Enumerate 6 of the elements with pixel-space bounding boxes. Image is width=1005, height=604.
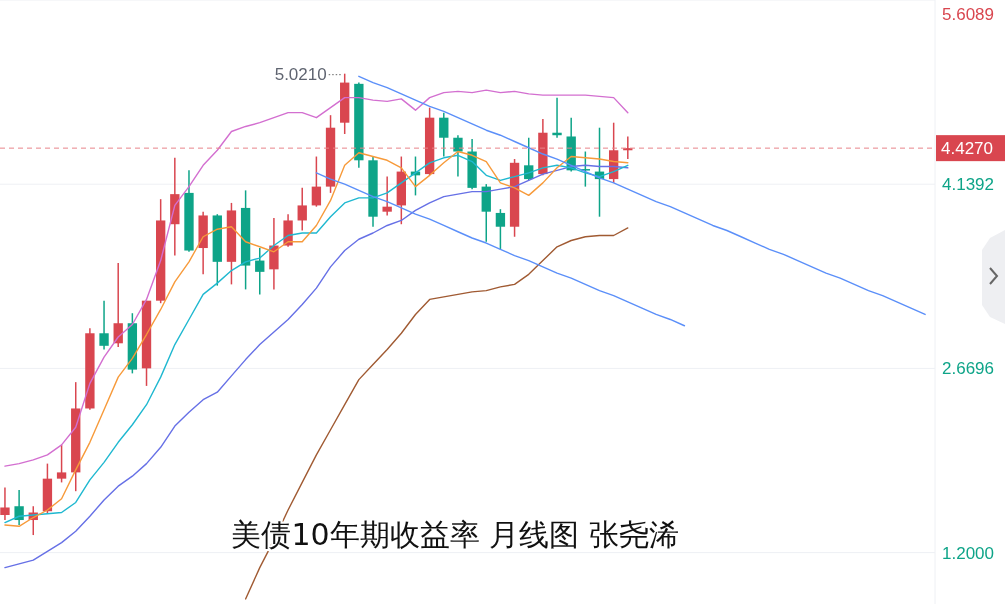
ref-line-label: 4.4270 bbox=[941, 139, 993, 159]
y-tick-label: 2.6696 bbox=[942, 359, 994, 379]
annotation: 5.0210 bbox=[274, 64, 327, 84]
y-tick-label: 5.6089 bbox=[942, 4, 994, 24]
y-tick-label: 4.1392 bbox=[942, 175, 994, 195]
y-tick-label: 1.2000 bbox=[942, 543, 994, 563]
